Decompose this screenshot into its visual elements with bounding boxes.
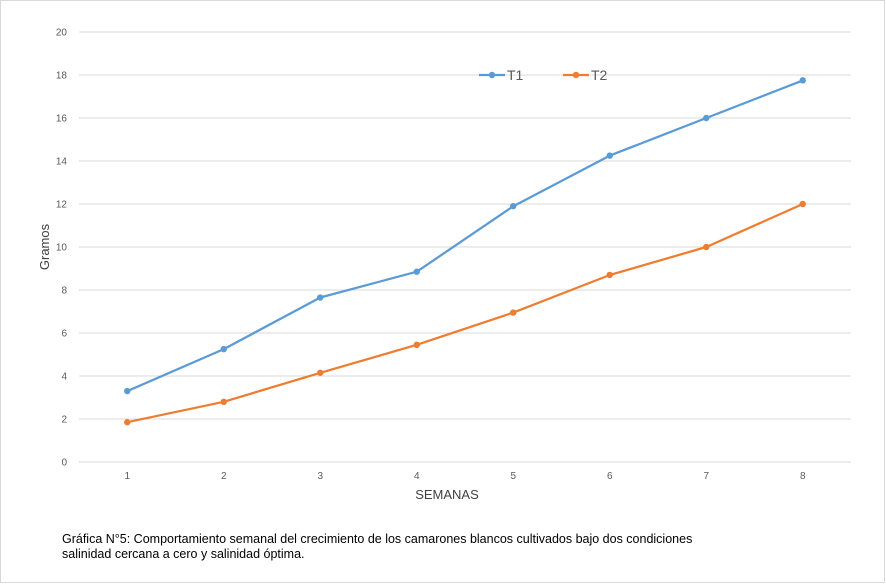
data-point-t1 [317,294,324,301]
x-axis-title: SEMANAS [415,487,479,502]
y-axis-ticks: 0 2 4 6 8 10 12 14 16 18 20 [56,28,68,469]
data-point-t1 [413,268,420,275]
x-tick-label: 7 [703,471,709,482]
x-tick-label: 6 [607,471,613,482]
caption-line-2: salinidad cercana a cero y salinidad ópt… [62,547,305,561]
data-point-t2 [317,369,324,376]
data-point-t2 [510,309,517,316]
y-tick-label: 8 [61,286,67,297]
series-line-t2 [126,202,804,424]
x-tick-label: 1 [124,471,130,482]
legend-marker-t2 [572,71,580,79]
data-point-t1 [510,202,517,210]
series-line-t1 [126,79,804,393]
x-tick-label: 3 [317,471,323,482]
data-point-t1 [799,77,806,84]
data-point-t2 [703,243,710,251]
data-point-t2 [413,341,420,349]
data-point-t1 [220,345,227,353]
data-point-t1 [124,387,131,395]
y-tick-label: 0 [61,458,67,469]
y-tick-label: 12 [56,200,68,211]
series-group [124,77,806,426]
data-point-t1 [703,114,710,122]
x-tick-label: 8 [800,471,806,482]
y-tick-label: 20 [56,28,68,39]
data-point-t2 [799,200,806,208]
y-tick-label: 14 [56,157,68,168]
y-axis-title: Gramos [37,223,52,270]
data-point-t2 [124,419,131,426]
legend-label-t1: T1 [507,67,524,83]
y-tick-label: 4 [61,372,67,383]
data-point-t2 [606,271,613,279]
x-tick-label: 5 [510,471,516,482]
x-tick-label: 4 [414,471,420,482]
legend-label-t2: T2 [591,67,608,83]
x-axis-ticks: 1 2 3 4 5 6 7 8 [124,471,806,482]
gridlines [79,31,851,463]
legend-marker-t1 [488,71,496,79]
caption-line-1: Gráfica N°5: Comportamiento semanal del … [62,532,693,546]
data-point-t1 [606,152,613,159]
y-tick-label: 16 [56,114,68,125]
x-tick-label: 2 [221,471,227,482]
y-tick-label: 2 [61,415,67,426]
y-tick-label: 18 [56,71,68,82]
legend: T1 T2 [479,67,608,83]
y-tick-label: 10 [56,243,68,254]
y-tick-label: 6 [61,329,67,340]
figure-caption: Gráfica N°5: Comportamiento semanal del … [62,532,842,562]
data-point-t2 [220,398,227,405]
